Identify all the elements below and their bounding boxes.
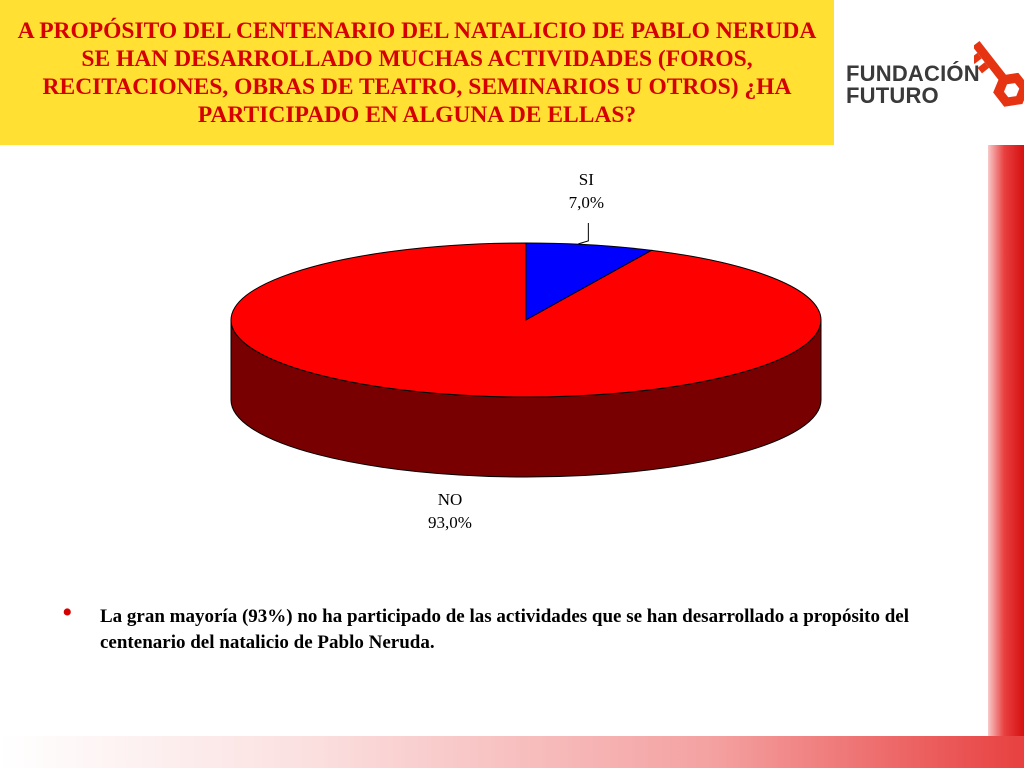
pie-value-label-si: 7,0% — [569, 193, 604, 212]
pie-chart: SI 7,0% NO 93,0% — [230, 170, 822, 532]
pie-slice-si — [525, 242, 654, 321]
right-decorative-bar — [988, 145, 1024, 768]
pie-label-no: NO — [438, 490, 463, 509]
label-layer: SI 7,0% NO 93,0% — [428, 170, 604, 532]
fundacion-futuro-logo: FUNDACIÓN FUTURO — [846, 34, 1024, 110]
logo-text: FUNDACIÓN FUTURO — [846, 63, 980, 107]
pie-label-si: SI — [579, 170, 594, 189]
pie-layer — [230, 242, 822, 478]
pie-value-label-no: 93,0% — [428, 513, 472, 532]
leader-line-si — [578, 223, 589, 245]
key-icon — [974, 40, 1024, 107]
bullet-marker: • — [62, 596, 73, 629]
logo-line-2: FUTURO — [846, 83, 939, 108]
pie-slice-no — [230, 242, 822, 398]
conclusion-text: La gran mayoría (93%) no ha participado … — [100, 606, 909, 653]
bottom-decorative-bar — [0, 736, 1024, 768]
page-title: A PROPÓSITO DEL CENTENARIO DEL NATALICIO… — [17, 17, 817, 128]
logo-line-1: FUNDACIÓN — [846, 61, 980, 86]
title-banner: A PROPÓSITO DEL CENTENARIO DEL NATALICIO… — [0, 0, 834, 145]
